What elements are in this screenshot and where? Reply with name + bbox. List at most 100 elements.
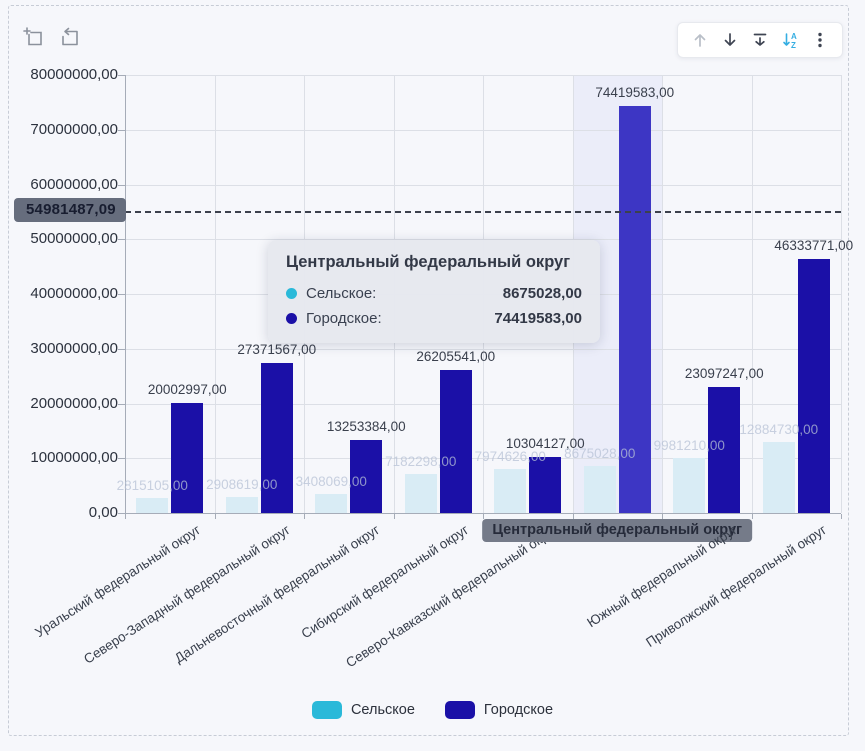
bar-Сельское-6[interactable] bbox=[673, 458, 706, 513]
bar-Сельское-1[interactable] bbox=[225, 497, 258, 513]
tooltip-series-label: Сельское: bbox=[306, 285, 377, 302]
legend-label: Сельское bbox=[350, 702, 415, 718]
sort-ascending-icon[interactable] bbox=[688, 28, 712, 52]
svg-text:A: A bbox=[791, 32, 797, 41]
bar-value-label: 12884730,00 bbox=[739, 422, 819, 438]
bar-value-label: 26205541,00 bbox=[416, 348, 496, 364]
y-axis-tick bbox=[118, 129, 125, 131]
gridline-vertical bbox=[662, 75, 663, 513]
sort-descending-icon[interactable] bbox=[718, 28, 742, 52]
x-axis-tick bbox=[393, 514, 395, 519]
x-axis-line bbox=[125, 513, 841, 514]
tooltip-series-value: 74419583,00 bbox=[494, 310, 582, 327]
bar-Городское-6[interactable] bbox=[708, 386, 741, 513]
y-axis-tick-label: 20000000,00 bbox=[30, 394, 118, 412]
x-axis-tick bbox=[572, 514, 574, 519]
bar-Городское-0[interactable] bbox=[171, 403, 204, 513]
y-axis-tick-label: 70000000,00 bbox=[30, 120, 118, 138]
bar-value-label: 13253384,00 bbox=[326, 419, 406, 435]
zoom-selection-icon[interactable] bbox=[22, 26, 46, 50]
bar-Сельское-0[interactable] bbox=[136, 497, 169, 513]
y-axis-tick bbox=[118, 294, 125, 295]
x-axis-tick bbox=[662, 514, 663, 519]
y-axis-tick bbox=[118, 184, 125, 186]
bar-Городское-5[interactable] bbox=[618, 105, 651, 513]
bar-Сельское-5[interactable] bbox=[583, 465, 616, 513]
y-axis-tick-label: 60000000,00 bbox=[30, 175, 118, 193]
tooltip-series-value: 8675028,00 bbox=[502, 285, 582, 302]
bar-Городское-4[interactable] bbox=[529, 456, 562, 513]
y-axis-tick-label: 30000000,00 bbox=[30, 339, 118, 357]
x-axis-tick bbox=[751, 514, 753, 519]
x-axis-tick bbox=[125, 514, 126, 519]
bar-value-label: 23097247,00 bbox=[684, 365, 764, 381]
x-axis-tick bbox=[304, 514, 305, 519]
tooltip-row: Городское: 74419583,00 bbox=[286, 306, 582, 331]
y-axis-tick-label: 0,00 bbox=[88, 504, 118, 521]
reference-line bbox=[125, 210, 841, 213]
bar-value-label: 7182298,00 bbox=[385, 453, 457, 469]
svg-text:Z: Z bbox=[791, 41, 796, 50]
x-axis-category-label: Сибирский федеральный округ bbox=[298, 522, 472, 642]
bar-Сельское-4[interactable] bbox=[494, 469, 527, 513]
bar-value-label: 9981210,00 bbox=[653, 438, 725, 454]
bar-value-label: 10304127,00 bbox=[505, 435, 585, 451]
bar-value-label: 20002997,00 bbox=[147, 382, 227, 398]
gridline-vertical bbox=[214, 75, 216, 513]
tooltip: Центральный федеральный округ Сельское: … bbox=[268, 240, 600, 343]
y-axis-tick bbox=[118, 239, 125, 241]
y-axis-tick-label: 40000000,00 bbox=[30, 285, 118, 302]
x-axis-tick bbox=[841, 514, 842, 519]
highlighted-category-badge: Центральный федеральный округ bbox=[482, 519, 753, 542]
gridline-vertical bbox=[751, 75, 753, 513]
bar-value-label: 2908619,00 bbox=[206, 477, 278, 493]
bar-value-label: 74419583,00 bbox=[595, 84, 675, 100]
bar-value-label: 3408069,00 bbox=[295, 474, 367, 490]
bar-value-label: 46333771,00 bbox=[774, 238, 854, 254]
x-axis-category-label: Уральский федеральный округ bbox=[32, 522, 203, 641]
bar-Сельское-7[interactable] bbox=[762, 442, 795, 513]
bar-Сельское-3[interactable] bbox=[404, 473, 437, 513]
y-axis-line bbox=[125, 75, 126, 513]
y-axis-tick bbox=[118, 458, 125, 460]
bar-value-label: 8675028,00 bbox=[564, 445, 636, 461]
x-axis-tick bbox=[483, 514, 484, 519]
y-axis-tick bbox=[118, 513, 125, 514]
chart-toolbar: A Z bbox=[677, 22, 843, 58]
legend-swatch-urban bbox=[444, 701, 475, 719]
bar-Городское-3[interactable] bbox=[439, 369, 472, 513]
tooltip-title: Центральный федеральный округ bbox=[286, 253, 571, 271]
more-menu-icon[interactable] bbox=[808, 28, 832, 52]
zoom-tools bbox=[22, 26, 82, 50]
bar-value-label: 7974626,00 bbox=[474, 449, 546, 465]
x-axis-tick bbox=[214, 514, 216, 519]
legend-swatch-rural bbox=[311, 701, 342, 719]
series-dot-urban bbox=[286, 313, 297, 324]
legend-item-rural[interactable]: Сельское bbox=[311, 701, 415, 719]
series-dot-rural bbox=[286, 288, 297, 299]
reference-line-badge: 54981487,09 bbox=[14, 198, 126, 222]
y-axis-tick-label: 80000000,00 bbox=[30, 66, 118, 83]
y-axis-tick-label: 50000000,00 bbox=[30, 230, 118, 248]
bar-value-label: 2815105,00 bbox=[116, 477, 188, 493]
legend: Сельское Городское bbox=[0, 697, 865, 723]
legend-item-urban[interactable]: Городское bbox=[444, 701, 554, 719]
reset-zoom-icon[interactable] bbox=[58, 26, 82, 50]
y-axis-tick bbox=[118, 403, 125, 405]
tooltip-series-label: Городское: bbox=[306, 310, 382, 327]
bar-Городское-1[interactable] bbox=[260, 363, 293, 513]
move-to-bottom-icon[interactable] bbox=[748, 28, 772, 52]
y-axis-tick-label: 10000000,00 bbox=[30, 449, 118, 467]
bar-Городское-7[interactable] bbox=[797, 259, 830, 513]
tooltip-row: Сельское: 8675028,00 bbox=[286, 281, 582, 306]
y-axis-tick bbox=[118, 348, 125, 350]
bar-value-label: 27371567,00 bbox=[237, 342, 317, 358]
legend-label: Городское bbox=[483, 702, 554, 718]
y-axis-tick bbox=[118, 75, 125, 76]
sort-alphabetical-icon[interactable]: A Z bbox=[778, 28, 802, 52]
bar-Городское-2[interactable] bbox=[350, 440, 383, 513]
gridline-vertical bbox=[841, 75, 842, 513]
bar-Сельское-2[interactable] bbox=[315, 494, 348, 513]
